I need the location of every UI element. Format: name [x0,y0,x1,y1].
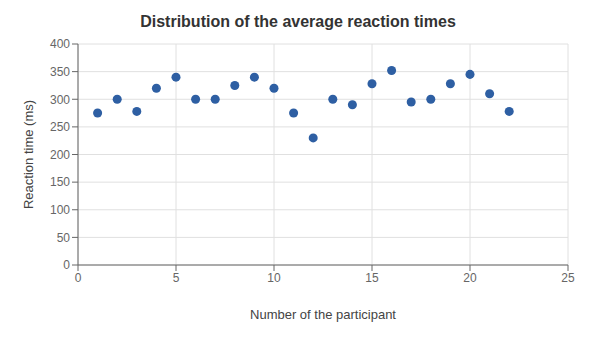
svg-text:350: 350 [50,65,70,79]
html-text:Distribution of the average re: Distribution of the average reaction tim… [140,13,456,30]
svg-text:200: 200 [50,148,70,162]
svg-text:20: 20 [463,271,477,285]
svg-text:100: 100 [50,203,70,217]
svg-text:150: 150 [50,175,70,189]
svg-text:15: 15 [365,271,379,285]
svg-text:10: 10 [267,271,281,285]
svg-text:25: 25 [561,271,575,285]
svg-text:250: 250 [50,120,70,134]
svg-text:Number of the participant: Number of the participant [250,307,396,322]
svg-text:Reaction time (ms): Reaction time (ms) [21,100,36,209]
svg-text:0: 0 [63,258,70,272]
svg-text:300: 300 [50,93,70,107]
svg-text:0: 0 [75,271,82,285]
svg-text:400: 400 [50,37,70,51]
svg-text:5: 5 [173,271,180,285]
svg-text:50: 50 [57,231,71,245]
